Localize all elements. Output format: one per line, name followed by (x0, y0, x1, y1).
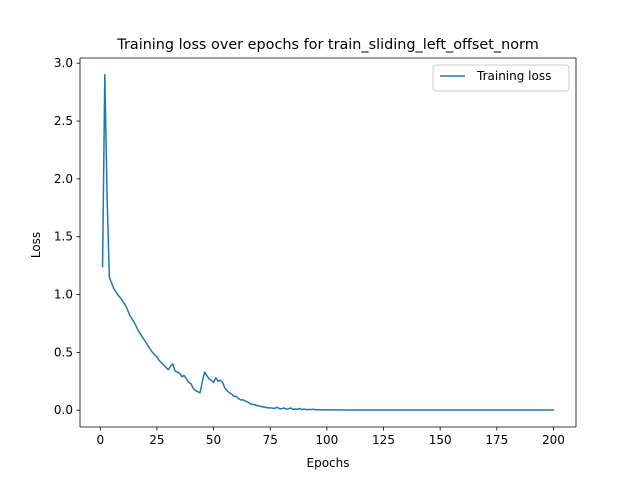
y-tick-label: 1.0 (54, 288, 73, 302)
chart-title: Training loss over epochs for train_slid… (116, 37, 538, 53)
y-axis-label: Loss (29, 232, 43, 258)
plot-area (80, 58, 576, 427)
x-tick-label: 0 (96, 433, 104, 447)
y-tick-label: 2.5 (54, 114, 73, 128)
x-tick-label: 100 (315, 433, 338, 447)
x-tick-label: 150 (429, 433, 452, 447)
x-tick-label: 200 (542, 433, 565, 447)
x-tick-label: 175 (485, 433, 508, 447)
x-tick-label: 25 (149, 433, 164, 447)
x-tick-label: 75 (263, 433, 278, 447)
legend-label: Training loss (476, 69, 551, 83)
y-tick-label: 0.5 (54, 345, 73, 359)
ticks-layer: 0 25 50 75 100 125 150 175 200 0.0 0.5 1.0 1.5 2.0 2.5… (54, 56, 565, 447)
x-axis-label: Epochs (307, 456, 350, 470)
y-tick-label: 2.0 (54, 172, 73, 186)
y-tick-label: 3.0 (54, 56, 73, 70)
series-layer (101, 74, 555, 411)
x-tick-label: 50 (206, 433, 221, 447)
x-tick-label: 125 (372, 433, 395, 447)
y-tick-label: 0.0 (54, 403, 73, 417)
series-line-training-loss (101, 74, 555, 411)
legend: Training loss (432, 64, 570, 92)
y-tick-label: 1.5 (54, 230, 73, 244)
legend-box (432, 64, 570, 92)
